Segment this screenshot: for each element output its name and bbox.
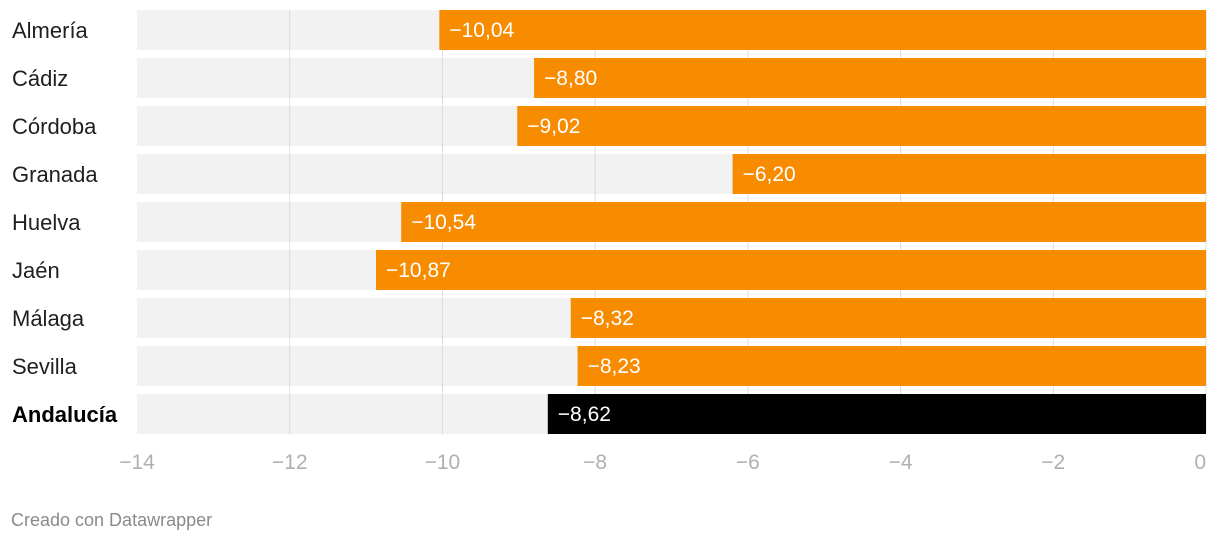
value-label: −10,04 bbox=[449, 19, 514, 42]
category-label: Sevilla bbox=[12, 354, 78, 379]
x-tick-label: −6 bbox=[736, 451, 760, 474]
x-tick-label: −14 bbox=[119, 451, 155, 474]
bar bbox=[570, 298, 1206, 338]
category-label: Huelva bbox=[12, 210, 81, 235]
value-label: −6,20 bbox=[743, 163, 796, 186]
value-label: −9,02 bbox=[527, 115, 580, 138]
bar-group bbox=[375, 10, 1207, 434]
bar bbox=[439, 10, 1207, 50]
category-label: Almería bbox=[12, 18, 89, 43]
x-tick-label: 0 bbox=[1194, 451, 1206, 474]
bar bbox=[732, 154, 1206, 194]
footer-credit: Creado con Datawrapper bbox=[11, 510, 213, 530]
bar bbox=[401, 202, 1207, 242]
value-label: −10,54 bbox=[411, 211, 476, 234]
value-label: −10,87 bbox=[386, 259, 451, 282]
value-label: −8,23 bbox=[588, 355, 641, 378]
value-label: −8,32 bbox=[581, 307, 634, 330]
category-label: Jaén bbox=[12, 258, 60, 283]
x-tick-label: −12 bbox=[272, 451, 308, 474]
value-label-group: −10,04 −8,80 −9,02 −6,20 −10,54 −10,87 −8,32 −8… bbox=[386, 19, 796, 426]
bar bbox=[577, 346, 1206, 386]
x-axis-tick-group: −14 −12 −10 −8 −6 −4 −2 0 bbox=[119, 451, 1206, 474]
bar-chart: −10,04 −8,80 −9,02 −6,20 −10,54 −10,87 −8,32 −8… bbox=[12, 10, 1207, 474]
x-tick-label: −4 bbox=[889, 451, 913, 474]
bar bbox=[534, 58, 1206, 98]
x-tick-label: −10 bbox=[425, 451, 461, 474]
category-label-group: Almería Cádiz Córdoba Granada Huelva Jaén Mála… bbox=[12, 18, 118, 427]
category-label: Málaga bbox=[12, 306, 85, 331]
value-label: −8,80 bbox=[544, 67, 597, 90]
category-label: Córdoba bbox=[12, 114, 97, 139]
category-label: Granada bbox=[12, 162, 98, 187]
x-tick-label: −8 bbox=[583, 451, 607, 474]
bar-highlight bbox=[547, 394, 1206, 434]
bar bbox=[375, 250, 1206, 290]
category-label: Andalucía bbox=[12, 402, 118, 427]
value-label: −8,62 bbox=[558, 403, 611, 426]
category-label: Cádiz bbox=[12, 66, 68, 91]
bar bbox=[517, 106, 1206, 146]
x-tick-label: −2 bbox=[1041, 451, 1065, 474]
